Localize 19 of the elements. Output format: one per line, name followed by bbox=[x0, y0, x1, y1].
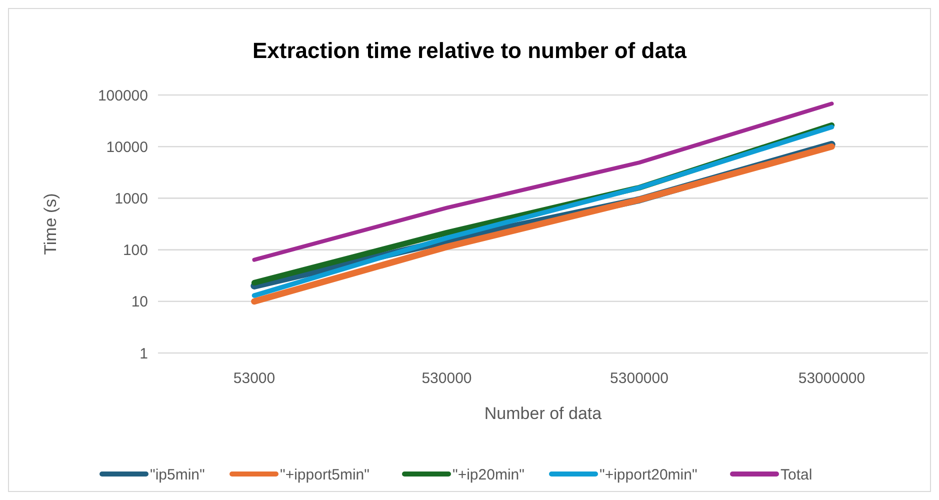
legend-label: "+ipport5min" bbox=[280, 466, 370, 484]
legend-label: Total bbox=[780, 466, 812, 484]
legend-label: "+ipport20min" bbox=[600, 466, 698, 484]
y-tick-label: 10 bbox=[131, 294, 148, 311]
line-series bbox=[252, 102, 834, 262]
chart-title: Extraction time relative to number of data bbox=[252, 38, 688, 63]
x-axis-title: Number of data bbox=[484, 404, 602, 423]
x-tick-label: 530000 bbox=[422, 370, 472, 387]
y-tick-label: 1 bbox=[140, 345, 148, 362]
y-tick-label: 1000 bbox=[114, 190, 148, 208]
x-tick-label: 53000 bbox=[233, 370, 276, 387]
y-axis-title: Time (s) bbox=[41, 193, 60, 255]
x-tick-label: 53000000 bbox=[798, 370, 866, 387]
legend-label: "+ip20min" bbox=[452, 466, 524, 484]
y-tick-label: 100000 bbox=[98, 87, 148, 104]
x-tick-label: 5300000 bbox=[610, 370, 668, 387]
legend-label: "ip5min" bbox=[150, 466, 205, 484]
y-tick-label: 100 bbox=[122, 242, 148, 260]
y-tick-label: 10000 bbox=[106, 138, 148, 156]
